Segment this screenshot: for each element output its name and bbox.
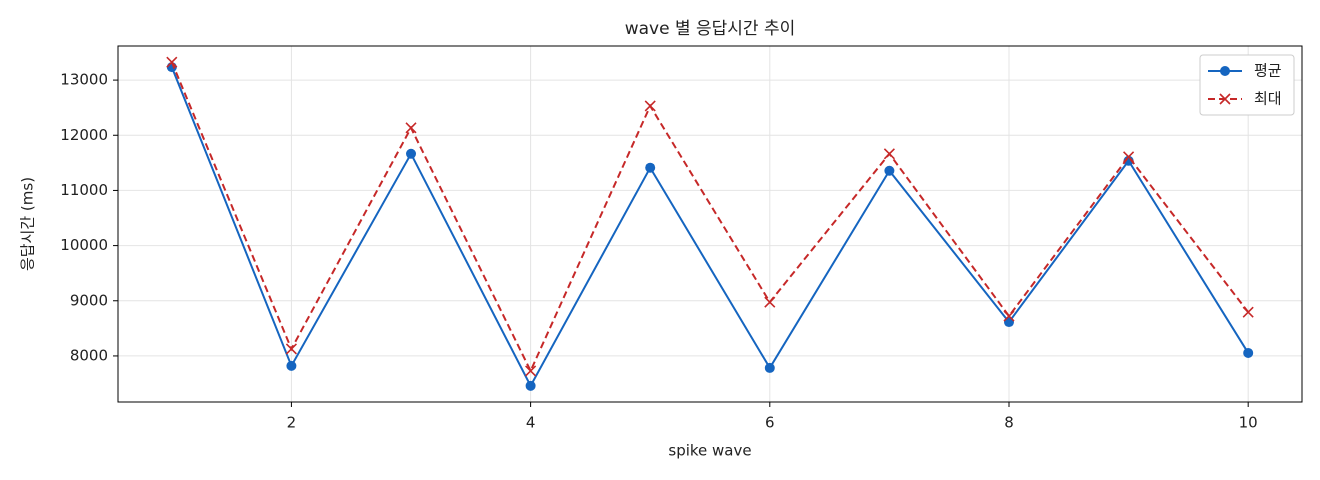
legend-marker-shape: [1219, 93, 1231, 105]
plot-frame: [117, 45, 1303, 403]
point: [1003, 310, 1015, 322]
point: [406, 148, 417, 159]
point: [286, 360, 297, 371]
point: [166, 56, 178, 68]
point: [645, 162, 656, 173]
x-tick-label: 4: [526, 414, 536, 432]
chart-title: wave 별 응답시간 추이: [625, 19, 796, 39]
x-axis-label: spike wave: [668, 442, 751, 460]
point: [644, 100, 656, 112]
y-axis-label: 응답시간 (ms): [19, 177, 37, 271]
legend-marker-shape: [1220, 66, 1230, 76]
point: [405, 122, 417, 134]
y-tick-label: 10000: [60, 236, 108, 254]
point: [525, 365, 537, 377]
point: [883, 148, 895, 160]
point: [764, 296, 776, 308]
legend-label: 평균: [1254, 62, 1282, 80]
legend-marker: [1219, 93, 1231, 105]
y-tick-label: 9000: [70, 291, 108, 309]
legend-marker: [1220, 66, 1230, 76]
x-tick-label: 8: [1004, 414, 1014, 432]
point: [764, 362, 775, 373]
point: [1242, 306, 1254, 318]
legend-label: 최대: [1254, 90, 1282, 108]
point: [884, 165, 895, 176]
y-tick-label: 11000: [60, 181, 108, 199]
y-tick-label: 12000: [60, 126, 108, 144]
point: [1243, 347, 1254, 358]
series-line: [170, 61, 1249, 374]
series-line: [170, 66, 1250, 388]
x-tick-label: 6: [765, 414, 775, 432]
y-tick-label: 8000: [70, 346, 108, 364]
x-tick-label: 2: [287, 414, 297, 432]
point: [525, 380, 536, 391]
y-tick-label: 13000: [60, 71, 108, 89]
point: [285, 343, 297, 355]
point: [1123, 151, 1135, 163]
x-tick-label: 10: [1239, 414, 1258, 432]
